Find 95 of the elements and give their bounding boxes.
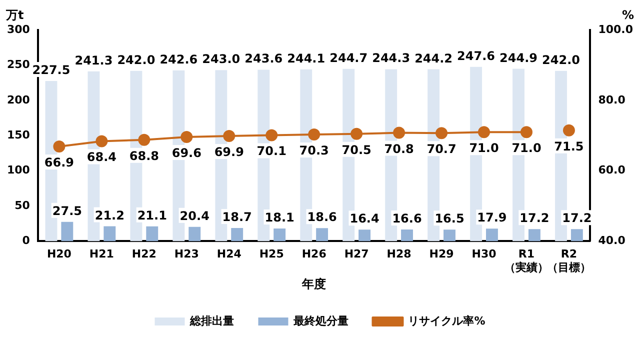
bar (444, 230, 456, 242)
data-label: 17.2 (562, 211, 592, 226)
y-tick-label: 250 (6, 58, 30, 72)
bar (146, 226, 158, 242)
data-label: 21.1 (137, 208, 167, 222)
y-tick-label: 0 (22, 234, 30, 248)
data-label: 20.4 (180, 208, 210, 223)
y2-tick-label: 60.0 (598, 164, 626, 177)
data-label: 244.3 (372, 51, 410, 66)
data-label: 242.0 (117, 52, 156, 67)
y2-tick-label: 80.0 (598, 93, 626, 106)
y-tick-label: 300 (6, 22, 30, 36)
bar (358, 230, 371, 242)
y-tick-label: 200 (6, 93, 30, 106)
point (520, 126, 532, 138)
bar (274, 228, 286, 242)
x-tick-label: H27 (344, 248, 369, 261)
x-tick-label: H23 (174, 248, 199, 261)
data-label: 70.3 (299, 144, 329, 158)
data-label: 243.6 (244, 52, 283, 66)
point (180, 131, 193, 144)
data-label: 243.0 (202, 52, 240, 66)
data-label: 27.5 (52, 204, 82, 218)
x-tick-label: H20 (46, 248, 72, 261)
y2-tick-label: 100.0 (598, 22, 634, 36)
x-tick-label: H22 (132, 248, 156, 261)
point (223, 130, 236, 142)
data-label: 16.4 (350, 212, 380, 226)
x-axis-title: 年度 (301, 276, 326, 291)
data-label: 227.5 (32, 63, 70, 78)
data-label: 71.5 (554, 139, 584, 154)
data-label: 69.6 (172, 146, 202, 160)
bar (231, 228, 244, 242)
y-tick-label: 50 (14, 198, 30, 212)
x-tick-label: H24 (216, 248, 242, 261)
data-label: 244.7 (330, 50, 368, 65)
data-label: 242.6 (160, 52, 198, 66)
point (562, 124, 575, 136)
data-label: 21.2 (94, 208, 124, 222)
data-label: 69.9 (214, 144, 244, 159)
data-label: 70.5 (342, 142, 372, 157)
x-tick-label: H30 (472, 248, 497, 261)
data-label: 70.1 (256, 144, 286, 158)
bar (316, 228, 328, 242)
data-label: 16.6 (392, 212, 422, 226)
y2-tick-label: 40.0 (598, 234, 626, 248)
data-label: 71.0 (512, 141, 542, 156)
data-label: 16.5 (434, 212, 464, 226)
y-axis-title: 万t (5, 8, 24, 22)
data-label: 17.2 (520, 211, 550, 226)
data-label: 244.1 (287, 51, 326, 66)
point (266, 129, 278, 142)
bar (528, 229, 540, 242)
point (350, 128, 363, 140)
data-label: 68.8 (129, 148, 159, 163)
legend-label: 総排出量 (189, 314, 234, 328)
data-label: 70.7 (426, 142, 456, 156)
data-label: 18.7 (222, 210, 252, 224)
point (436, 127, 448, 140)
legend-label: 最終処分量 (292, 314, 349, 328)
x-tick-label: H29 (429, 248, 454, 261)
point (138, 134, 150, 146)
data-label: 244.2 (414, 51, 453, 66)
data-label: 244.9 (500, 50, 538, 65)
data-label: 66.9 (44, 156, 74, 170)
bar (104, 226, 116, 242)
x-tick-label: H28 (386, 248, 412, 261)
point (53, 140, 66, 153)
x-tick-label: H21 (89, 248, 114, 261)
data-label: 18.6 (307, 210, 337, 224)
data-label: 18.1 (264, 210, 294, 224)
bar (61, 222, 74, 242)
data-label: 241.3 (74, 53, 113, 68)
point (393, 126, 406, 139)
bar (188, 226, 201, 242)
data-label: 17.9 (477, 210, 507, 225)
bar (570, 229, 583, 242)
data-label: 71.0 (469, 141, 499, 156)
x-tick-label: H25 (259, 248, 284, 261)
data-label: 242.0 (542, 52, 580, 67)
bar (401, 230, 413, 242)
data-label: 68.4 (86, 150, 116, 164)
x-tick-label: R1 （実績） (504, 248, 548, 274)
legend-label: リサイクル率% (408, 314, 486, 328)
point (96, 135, 108, 148)
data-label: 247.6 (457, 48, 496, 63)
bar (486, 228, 498, 242)
data-label: 70.8 (384, 142, 414, 156)
y-tick-label: 150 (6, 128, 30, 142)
y2-axis-title: % (622, 8, 634, 22)
x-tick-label: R2 （目標） (546, 248, 591, 274)
point (478, 126, 490, 138)
x-tick-label: H26 (302, 248, 327, 261)
y-tick-label: 100 (6, 164, 30, 177)
point (308, 128, 320, 141)
